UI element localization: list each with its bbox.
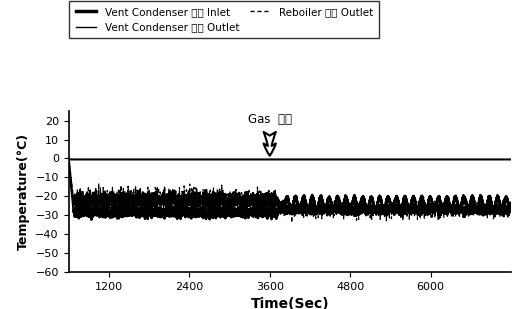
Y-axis label: Temperature(°C): Temperature(°C) [17, 133, 30, 250]
X-axis label: Time(Sec): Time(Sec) [250, 297, 329, 309]
Legend: Vent Condenser 낙매 Inlet, Vent Condenser 낙매 Outlet, Reboiler 낙매 Outlet: Vent Condenser 낙매 Inlet, Vent Condenser … [69, 1, 379, 38]
Text: Gas  주입: Gas 주입 [248, 113, 292, 156]
